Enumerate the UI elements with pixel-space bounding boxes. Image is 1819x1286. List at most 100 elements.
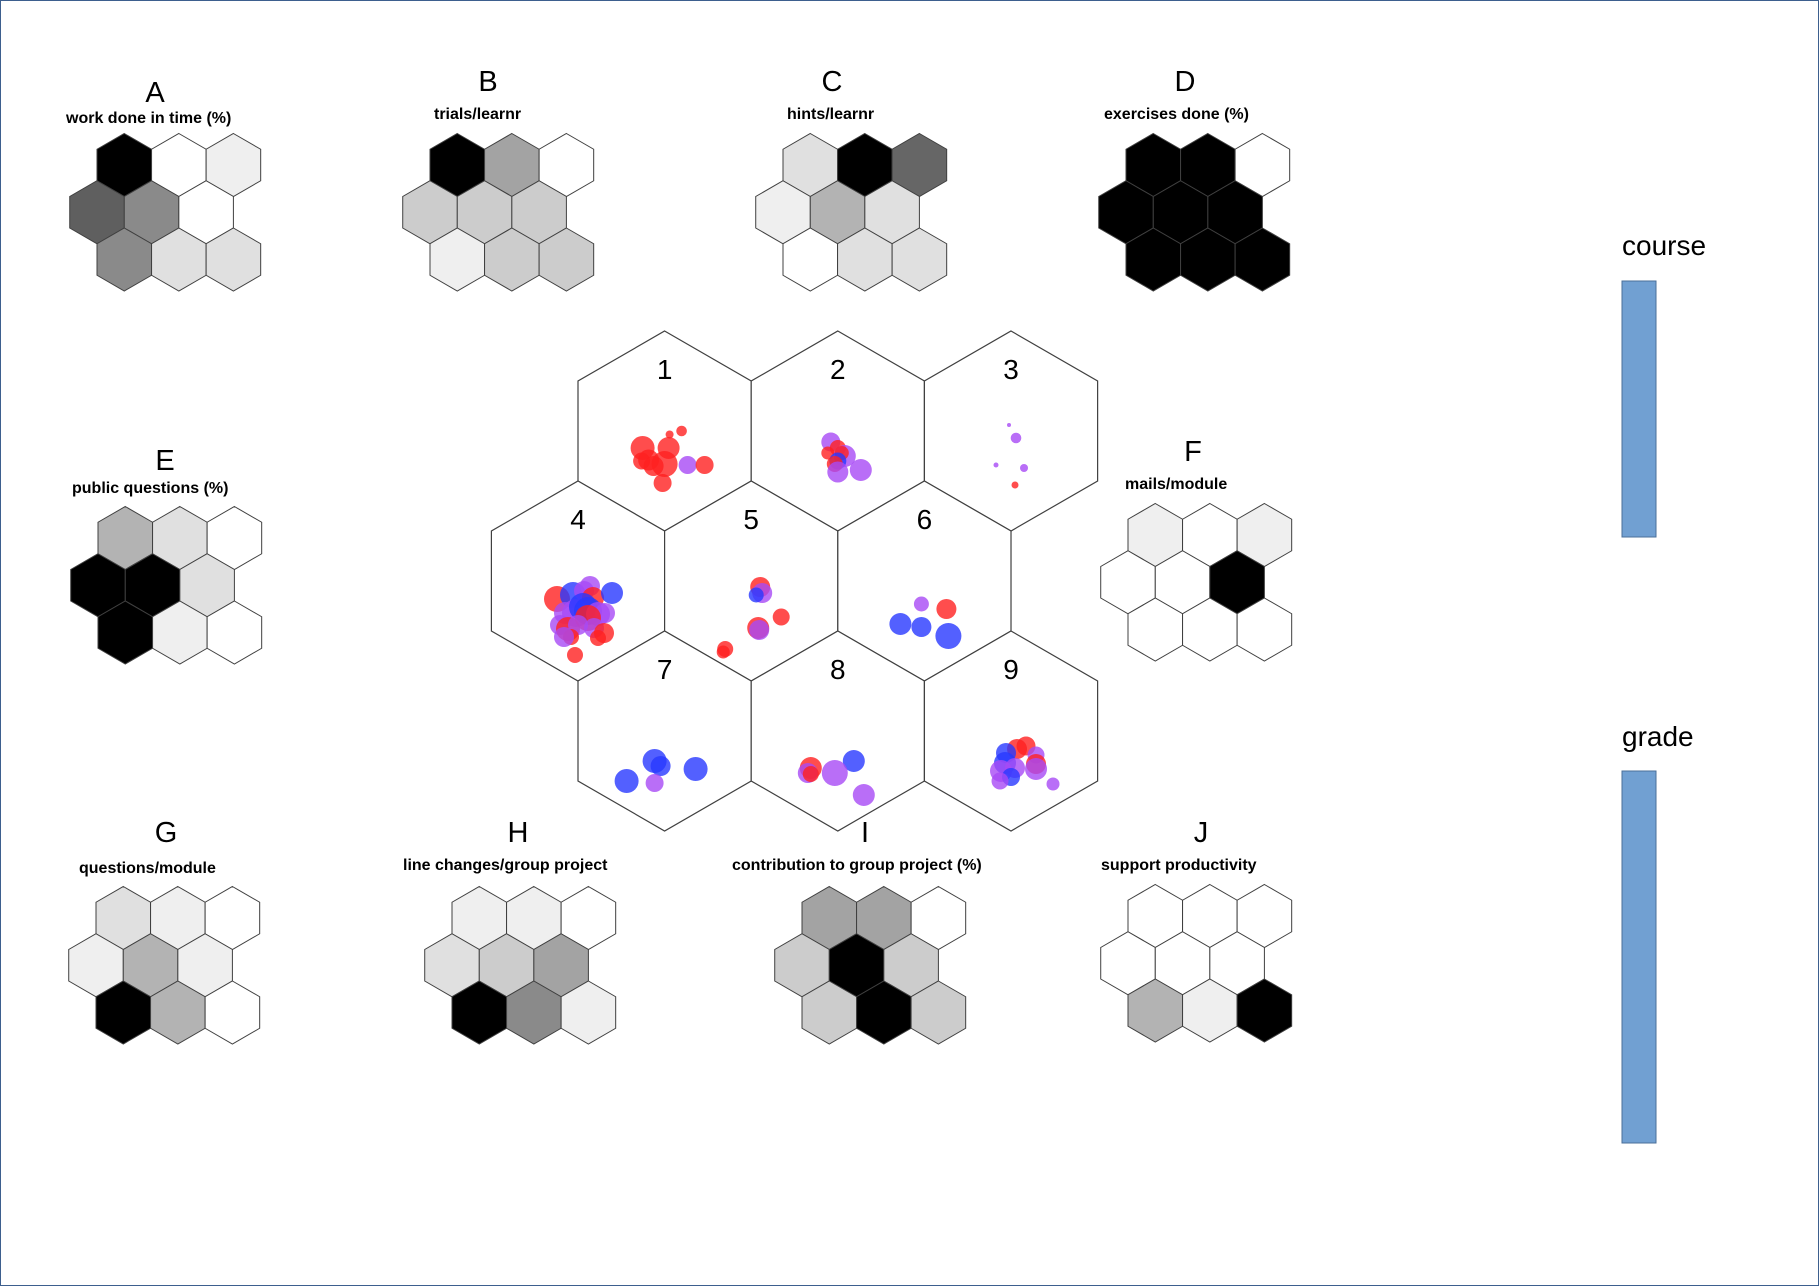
plane-hex-cell bbox=[1236, 597, 1293, 662]
learner-dot-blue bbox=[935, 623, 962, 649]
legend-label: grade bbox=[1622, 721, 1694, 752]
learner-dot-purple bbox=[678, 456, 697, 474]
plane-caption: hints/learnr bbox=[787, 106, 874, 123]
plane-letter: I bbox=[861, 817, 869, 849]
cell-number: 8 bbox=[830, 654, 846, 685]
legend-bar bbox=[1621, 770, 1657, 1144]
plane-hex-cell bbox=[538, 227, 595, 292]
plane-letter: H bbox=[508, 817, 529, 849]
learner-dot-red bbox=[590, 630, 606, 646]
learner-dot-purple bbox=[852, 784, 875, 806]
learner-dot-purple bbox=[821, 760, 848, 786]
learner-dot-blue bbox=[911, 617, 932, 637]
som-cell-9: 9 bbox=[923, 630, 1099, 832]
plane-hex-cell bbox=[205, 227, 262, 292]
learner-dot-purple bbox=[749, 620, 770, 640]
plane-caption: questions/module bbox=[79, 860, 216, 877]
plane-hex-cell bbox=[560, 980, 617, 1045]
cell-number: 6 bbox=[917, 504, 933, 535]
learner-dot-red bbox=[936, 599, 957, 619]
legend-grade: grade bbox=[1621, 721, 1694, 1144]
learner-dot-blue bbox=[650, 756, 671, 776]
som-map: 1 2 3 4 5 6 7 8 9 bbox=[490, 330, 1099, 832]
cell-number: 5 bbox=[743, 504, 759, 535]
learner-dot-red bbox=[653, 474, 672, 492]
som-cell-3: 3 bbox=[923, 330, 1099, 532]
learner-dot-red bbox=[802, 766, 819, 782]
plane-letter: F bbox=[1184, 436, 1202, 468]
learner-dot-purple bbox=[827, 461, 849, 483]
learner-dot-red bbox=[716, 645, 730, 659]
learner-dot-blue bbox=[614, 769, 639, 793]
learner-dot-purple bbox=[1007, 423, 1012, 427]
learner-dot-red bbox=[651, 451, 678, 477]
som-cell-7: 7 bbox=[577, 630, 752, 832]
learner-dot-blue bbox=[889, 613, 912, 635]
plane-letter: D bbox=[1175, 66, 1196, 98]
plane-caption: public questions (%) bbox=[72, 480, 228, 497]
plane-caption: mails/module bbox=[1125, 476, 1227, 493]
plane-caption: support productivity bbox=[1101, 857, 1257, 874]
plane-caption: trials/learnr bbox=[434, 106, 521, 123]
plane-hex-cell bbox=[910, 980, 967, 1045]
cell-number: 1 bbox=[657, 354, 673, 385]
learner-dot-purple bbox=[554, 627, 574, 647]
plane-caption: exercises done (%) bbox=[1104, 106, 1249, 123]
som-cell-4: 4 bbox=[490, 480, 666, 682]
cell-number: 4 bbox=[570, 504, 586, 535]
cell-number: 7 bbox=[657, 654, 673, 685]
legend: course grade bbox=[1621, 230, 1706, 1144]
cell-number: 2 bbox=[830, 354, 846, 385]
learner-dot-purple bbox=[645, 774, 664, 792]
plane-letter: A bbox=[145, 77, 165, 109]
legend-bar bbox=[1621, 280, 1657, 538]
plane-letter: G bbox=[155, 817, 178, 849]
plane-letter: E bbox=[155, 445, 174, 477]
learner-dot-purple bbox=[1046, 777, 1060, 791]
plane-hex-cell bbox=[1234, 227, 1291, 292]
learner-dot-purple bbox=[849, 459, 872, 481]
som-cell-6: 6 bbox=[837, 480, 1012, 682]
learner-dot-blue bbox=[842, 750, 865, 772]
plane-caption: contribution to group project (%) bbox=[732, 857, 982, 874]
learner-dot-purple bbox=[1020, 464, 1029, 472]
learner-dot-blue bbox=[601, 582, 623, 604]
legend-course: course bbox=[1621, 230, 1706, 538]
learner-dot-purple bbox=[993, 462, 999, 468]
learner-dot-red bbox=[665, 430, 674, 439]
learner-dot-purple bbox=[913, 596, 929, 612]
learner-dot-blue bbox=[748, 587, 764, 603]
som-cell-1: 1 bbox=[577, 330, 752, 532]
plane-hex-cell bbox=[891, 227, 948, 292]
learner-dot-red bbox=[695, 456, 714, 474]
plane-letter: B bbox=[478, 66, 497, 98]
plane-hex-cell bbox=[1236, 978, 1293, 1043]
learner-dot-red bbox=[1011, 481, 1019, 489]
som-cell-2: 2 bbox=[750, 330, 926, 532]
learner-dot-blue bbox=[683, 757, 708, 781]
plane-letter: C bbox=[822, 66, 843, 98]
learner-dot-red bbox=[567, 647, 583, 663]
legend-label: course bbox=[1622, 230, 1706, 261]
cell-number: 3 bbox=[1003, 354, 1019, 385]
plane-hex-cell bbox=[204, 980, 261, 1045]
plane-hex-cell bbox=[206, 600, 263, 665]
plane-caption: line changes/group project bbox=[403, 857, 608, 874]
learner-dot-purple bbox=[1010, 432, 1022, 444]
som-cell-8: 8 bbox=[750, 630, 926, 832]
learner-dot-purple bbox=[991, 772, 1009, 790]
plane-caption: work done in time (%) bbox=[65, 110, 231, 127]
learner-dot-red bbox=[772, 608, 790, 626]
plane-letter: J bbox=[1194, 817, 1209, 849]
learner-dot-purple bbox=[1025, 758, 1048, 780]
